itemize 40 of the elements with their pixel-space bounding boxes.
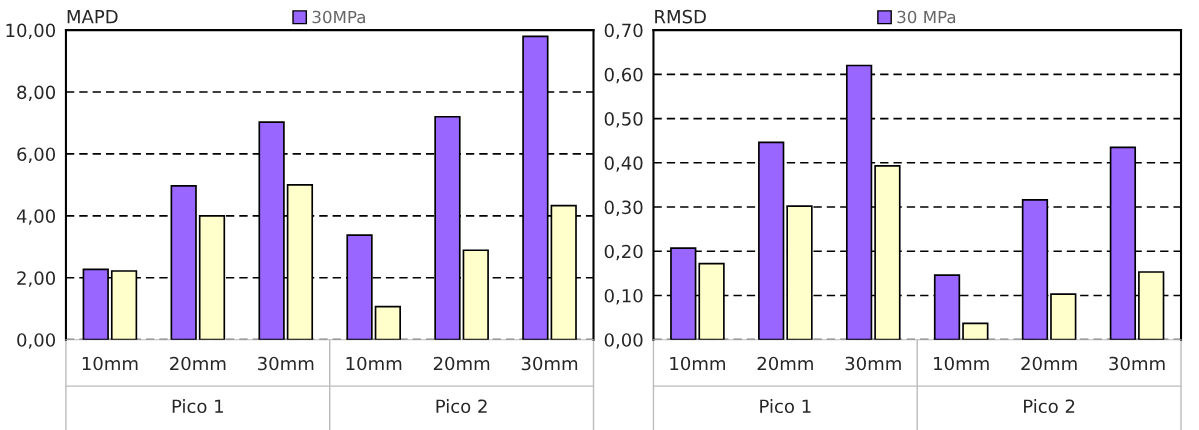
x-tick-label: 30mm	[258, 356, 314, 371]
x-tick-label: 20mm	[757, 356, 813, 371]
x-tick-label: 30mm	[521, 356, 578, 371]
bar	[462, 249, 489, 340]
y-tick-label: 0,70	[604, 23, 643, 40]
text: Pico 1	[172, 399, 224, 414]
y-tick-label: 0,10	[604, 288, 643, 305]
y-axis-title: MAPD	[67, 10, 118, 24]
x-tick-label: 10mm	[934, 356, 989, 371]
x-tick-label: 10mm	[670, 356, 725, 371]
legend-label: 30 MPa	[897, 10, 956, 24]
bar	[962, 322, 989, 340]
bar	[374, 305, 401, 340]
y-tick-label: 0,00	[604, 333, 643, 349]
y-tick-label: 0,30	[604, 200, 643, 216]
x-tick-label: 30mm	[845, 356, 901, 371]
x-tick-label: 10mm	[346, 356, 402, 371]
y-tick-label: 0,00	[17, 333, 56, 349]
y-tick-label: 0,60	[604, 67, 643, 84]
legend-label: 30MPa	[312, 10, 365, 24]
text: Pico 2	[1024, 399, 1075, 414]
x-tick-label: 20mm	[433, 356, 490, 371]
y-tick-label: 0,20	[604, 244, 643, 261]
x-tick-label: 20mm	[170, 356, 226, 371]
x-tick-label: 10mm	[82, 356, 138, 371]
x-tick-label: 30mm	[1109, 356, 1165, 371]
y-tick-label: 6,00	[17, 147, 56, 163]
y-tick-label: 0,40	[604, 156, 643, 172]
text: Pico 2	[436, 399, 487, 414]
y-tick-label: 8,00	[17, 85, 56, 101]
bar	[758, 141, 785, 340]
y-tick-label: 10,00	[6, 23, 56, 40]
y-axis-title: RMSD	[655, 9, 706, 24]
y-tick-label: 2,00	[17, 271, 56, 287]
y-tick-label: 0,50	[604, 112, 643, 128]
x-tick-label: 20mm	[1021, 356, 1077, 371]
bar	[170, 184, 197, 340]
bar	[1050, 293, 1077, 340]
text: Pico 1	[760, 399, 811, 414]
y-tick-label: 4,00	[16, 209, 56, 225]
